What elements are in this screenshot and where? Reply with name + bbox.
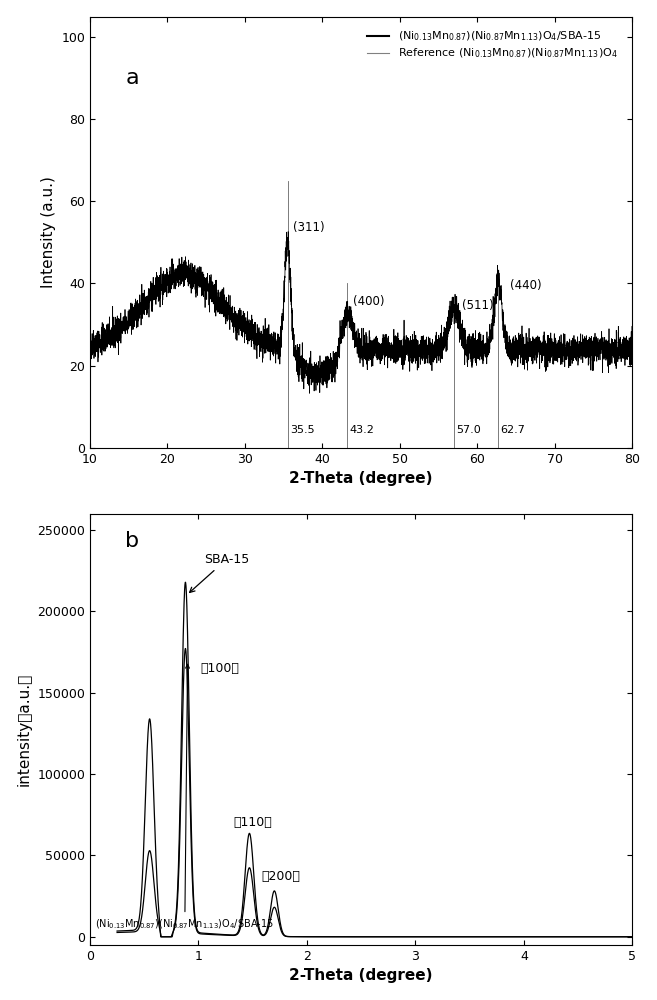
Text: 62.7: 62.7 [501, 425, 526, 435]
Text: 57.0: 57.0 [457, 425, 481, 435]
Y-axis label: intensity（a.u.）: intensity（a.u.） [16, 673, 32, 786]
X-axis label: 2-Theta (degree): 2-Theta (degree) [289, 471, 433, 486]
Text: (Ni$_{0.13}$Mn$_{0.87}$)(Ni$_{0.87}$Mn$_{1.13}$)O$_4$/SBA-15: (Ni$_{0.13}$Mn$_{0.87}$)(Ni$_{0.87}$Mn$_… [95, 664, 274, 931]
Text: (400): (400) [353, 295, 385, 308]
Text: （110）: （110） [233, 816, 272, 829]
Text: (311): (311) [293, 221, 325, 234]
Text: （100）: （100） [200, 662, 240, 675]
X-axis label: 2-Theta (degree): 2-Theta (degree) [289, 968, 433, 983]
Text: 43.2: 43.2 [350, 425, 374, 435]
Y-axis label: Intensity (a.u.): Intensity (a.u.) [41, 176, 56, 288]
Text: a: a [125, 68, 139, 88]
Text: 35.5: 35.5 [290, 425, 315, 435]
Text: SBA-15: SBA-15 [190, 553, 249, 592]
Text: (440): (440) [510, 279, 541, 292]
Legend: (Ni$_{0.13}$Mn$_{0.87}$)(Ni$_{0.87}$Mn$_{1.13}$)O$_4$/SBA-15, Reference (Ni$_{0.: (Ni$_{0.13}$Mn$_{0.87}$)(Ni$_{0.87}$Mn$_… [364, 27, 622, 64]
Text: (511): (511) [462, 299, 493, 312]
Text: b: b [125, 531, 139, 551]
Text: （200）: （200） [261, 870, 300, 883]
